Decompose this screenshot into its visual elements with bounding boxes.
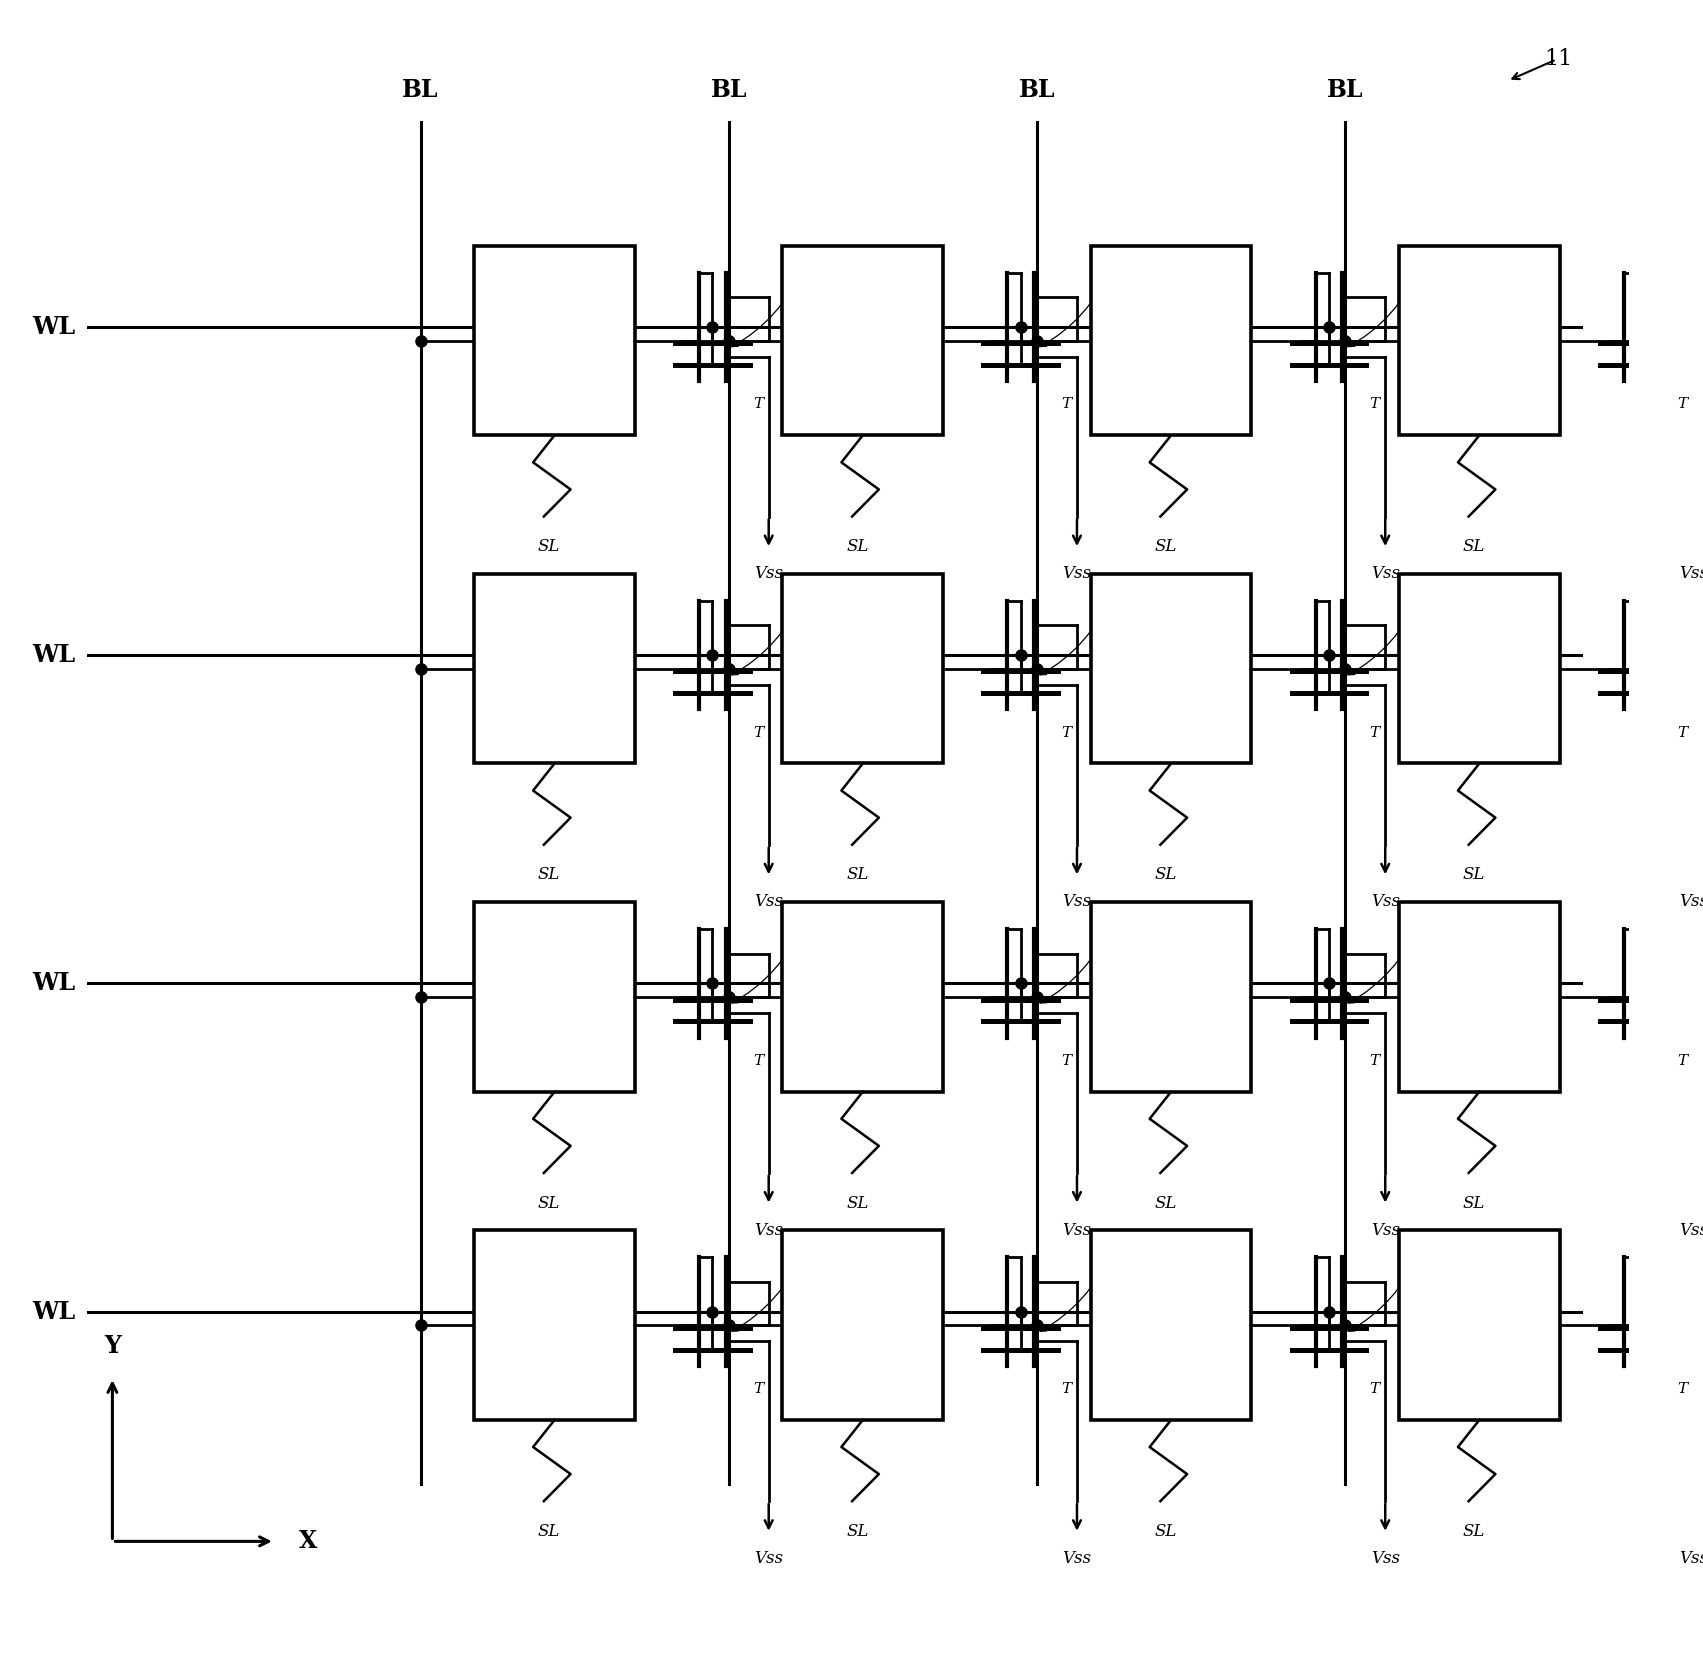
Text: T: T bbox=[1369, 1054, 1379, 1067]
Text: SL: SL bbox=[846, 1195, 869, 1211]
Text: BL: BL bbox=[402, 78, 439, 103]
Text: T: T bbox=[753, 397, 763, 412]
Bar bbox=[782, 902, 943, 1092]
Text: MC: MC bbox=[1041, 245, 1131, 346]
Text: 11: 11 bbox=[1545, 48, 1572, 70]
Text: Vss: Vss bbox=[1063, 1221, 1092, 1238]
Text: SL: SL bbox=[1155, 538, 1177, 554]
Text: MC: MC bbox=[1041, 1230, 1131, 1331]
Text: MC: MC bbox=[1349, 245, 1439, 346]
Text: SL: SL bbox=[538, 1195, 560, 1211]
Text: SL: SL bbox=[1155, 1195, 1177, 1211]
Text: WL: WL bbox=[32, 1299, 75, 1324]
Text: Vss: Vss bbox=[1371, 894, 1400, 910]
Bar bbox=[1400, 902, 1560, 1092]
Text: Vss: Vss bbox=[1371, 1551, 1400, 1567]
Text: T: T bbox=[1677, 725, 1688, 740]
Bar bbox=[473, 902, 635, 1092]
Text: Vss: Vss bbox=[1371, 1221, 1400, 1238]
Bar bbox=[473, 574, 635, 763]
Text: MC: MC bbox=[1349, 1230, 1439, 1331]
Text: BL: BL bbox=[1018, 78, 1056, 103]
Text: MC: MC bbox=[732, 245, 823, 346]
Bar bbox=[782, 574, 943, 763]
Text: SL: SL bbox=[538, 1523, 560, 1539]
Bar bbox=[473, 245, 635, 435]
Text: Vss: Vss bbox=[1679, 1221, 1703, 1238]
Text: BL: BL bbox=[710, 78, 748, 103]
Bar bbox=[473, 1230, 635, 1420]
Text: MC: MC bbox=[732, 902, 823, 1003]
Text: SL: SL bbox=[846, 538, 869, 554]
Text: MC: MC bbox=[732, 1230, 823, 1331]
Text: SL: SL bbox=[538, 867, 560, 884]
Text: WL: WL bbox=[32, 971, 75, 995]
Text: SL: SL bbox=[1463, 867, 1485, 884]
Text: T: T bbox=[1677, 1382, 1688, 1397]
Text: Vss: Vss bbox=[1679, 894, 1703, 910]
Text: SL: SL bbox=[1463, 1195, 1485, 1211]
Text: MC: MC bbox=[1041, 902, 1131, 1003]
Text: Vss: Vss bbox=[754, 566, 783, 583]
Text: SL: SL bbox=[846, 867, 869, 884]
Text: T: T bbox=[1369, 1382, 1379, 1397]
Text: WL: WL bbox=[32, 644, 75, 667]
Text: Vss: Vss bbox=[1679, 566, 1703, 583]
Bar bbox=[782, 1230, 943, 1420]
Text: Vss: Vss bbox=[1063, 894, 1092, 910]
Text: T: T bbox=[1061, 725, 1071, 740]
Bar bbox=[1090, 902, 1252, 1092]
Bar bbox=[782, 245, 943, 435]
Text: Vss: Vss bbox=[1679, 1551, 1703, 1567]
Bar bbox=[1090, 1230, 1252, 1420]
Text: SL: SL bbox=[846, 1523, 869, 1539]
Text: Y: Y bbox=[104, 1334, 121, 1357]
Text: SL: SL bbox=[1155, 1523, 1177, 1539]
Text: Vss: Vss bbox=[1063, 1551, 1092, 1567]
Text: SL: SL bbox=[1463, 538, 1485, 554]
Text: Vss: Vss bbox=[754, 1551, 783, 1567]
Text: T: T bbox=[1677, 1054, 1688, 1067]
Text: Vss: Vss bbox=[1371, 566, 1400, 583]
Bar bbox=[1090, 245, 1252, 435]
Text: MC: MC bbox=[1041, 573, 1131, 675]
Text: Vss: Vss bbox=[754, 894, 783, 910]
Text: T: T bbox=[753, 1382, 763, 1397]
Bar bbox=[1090, 574, 1252, 763]
Text: T: T bbox=[1061, 1054, 1071, 1067]
Text: T: T bbox=[1061, 397, 1071, 412]
Text: SL: SL bbox=[1463, 1523, 1485, 1539]
Text: MC: MC bbox=[732, 573, 823, 675]
Text: MC: MC bbox=[1349, 902, 1439, 1003]
Text: T: T bbox=[753, 725, 763, 740]
Bar bbox=[1400, 574, 1560, 763]
Text: Vss: Vss bbox=[1063, 566, 1092, 583]
Text: T: T bbox=[1369, 397, 1379, 412]
Text: BL: BL bbox=[1327, 78, 1364, 103]
Text: Vss: Vss bbox=[754, 1221, 783, 1238]
Text: T: T bbox=[1061, 1382, 1071, 1397]
Bar bbox=[1400, 1230, 1560, 1420]
Text: SL: SL bbox=[1155, 867, 1177, 884]
Text: X: X bbox=[300, 1529, 317, 1554]
Text: WL: WL bbox=[32, 314, 75, 339]
Bar bbox=[1400, 245, 1560, 435]
Text: SL: SL bbox=[538, 538, 560, 554]
Text: MC: MC bbox=[1349, 573, 1439, 675]
Text: T: T bbox=[1677, 397, 1688, 412]
Text: T: T bbox=[753, 1054, 763, 1067]
Text: T: T bbox=[1369, 725, 1379, 740]
